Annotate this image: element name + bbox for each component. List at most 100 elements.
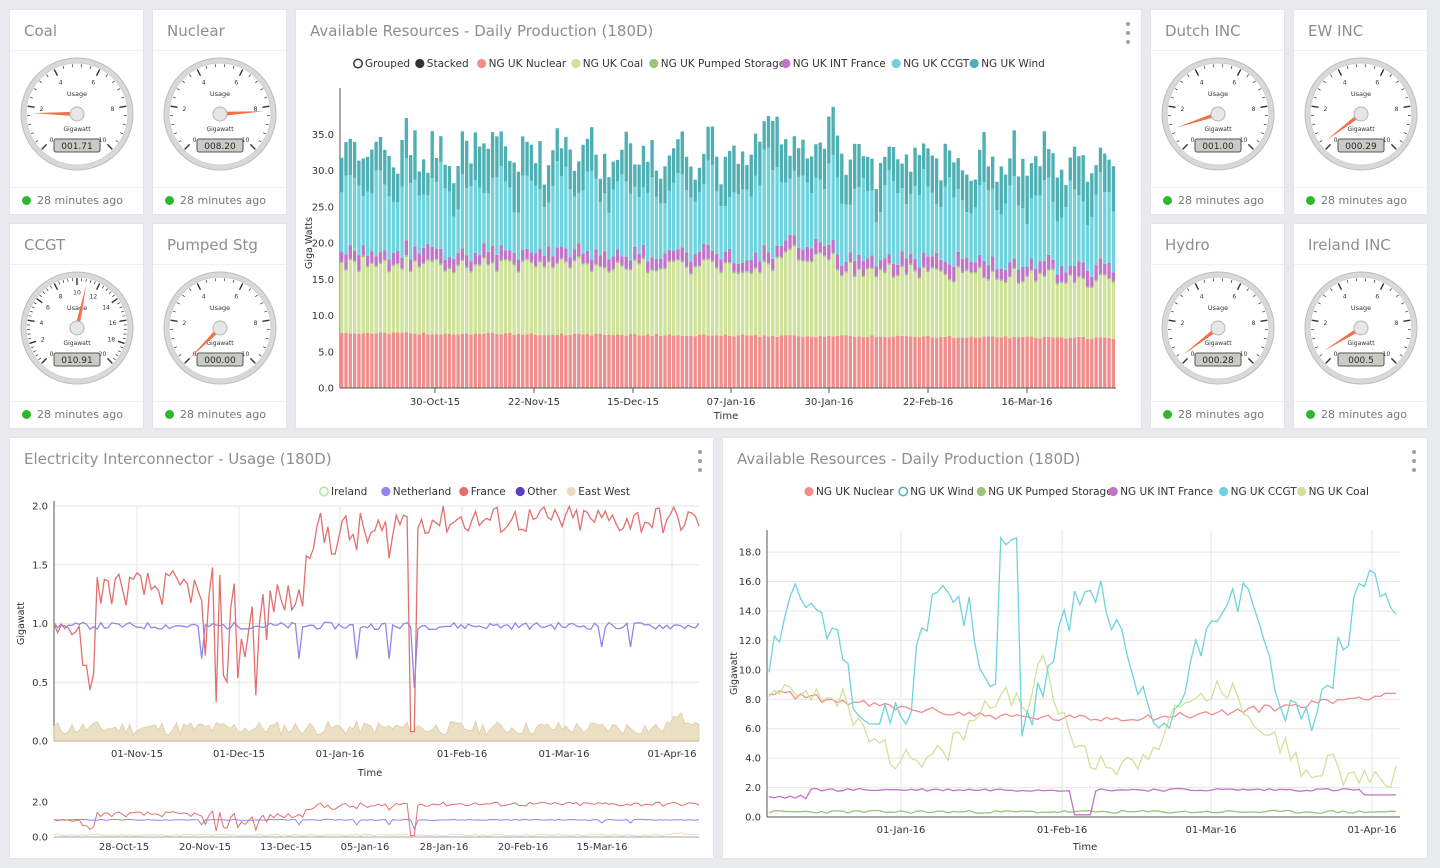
bar-ccgt xyxy=(512,212,516,253)
bar-coal xyxy=(853,277,857,338)
bar-pumped xyxy=(758,272,762,274)
bar-wind xyxy=(900,163,904,189)
panel-daily-production-lines: Available Resources - Daily Production (… xyxy=(723,438,1427,858)
bar-pumped xyxy=(607,271,611,273)
bar-wind xyxy=(430,131,434,179)
bar-wind xyxy=(482,143,486,194)
bar-ccgt xyxy=(878,212,883,261)
bar-pumped xyxy=(762,260,766,263)
legend-label: Ireland xyxy=(331,486,367,498)
gauge-tick xyxy=(265,337,269,340)
bar-france_int xyxy=(844,261,848,272)
bar-nuclear xyxy=(792,335,797,388)
bar-pumped xyxy=(529,261,534,264)
gauge-tick xyxy=(1263,123,1267,126)
gauge-tick xyxy=(1253,80,1256,84)
bar-nuclear xyxy=(827,335,831,388)
bar-ccgt xyxy=(973,207,978,263)
bar-france_int xyxy=(1072,265,1077,282)
bar-nuclear xyxy=(538,335,542,388)
gauge-tick xyxy=(112,80,115,84)
bar-pumped xyxy=(611,268,615,271)
bar-france_int xyxy=(728,248,732,263)
legend-label: Other xyxy=(527,486,557,498)
bar-france_int xyxy=(900,251,904,266)
bar-wind xyxy=(801,139,805,176)
x-tick-label: 01-Dec-15 xyxy=(213,749,265,760)
bar-coal xyxy=(999,281,1003,338)
bar-coal xyxy=(344,270,348,333)
legend-swatch xyxy=(649,58,659,69)
bar-nuclear xyxy=(999,337,1003,388)
bar-france_int xyxy=(473,252,477,265)
gauge-tick-label: 8 xyxy=(1395,106,1399,113)
bar-coal xyxy=(564,262,568,336)
bar-ccgt xyxy=(723,206,728,252)
bar-pumped xyxy=(646,271,650,274)
bar-france_int xyxy=(430,246,434,261)
panel-menu-icon[interactable] xyxy=(1411,450,1417,472)
bar-ccgt xyxy=(357,185,361,256)
bar-ccgt xyxy=(490,177,495,247)
gauge-needle xyxy=(1325,112,1363,141)
navigator-x-label: 15-Mar-16 xyxy=(577,842,628,853)
bar-ccgt xyxy=(1021,208,1025,268)
bar-wind xyxy=(693,179,697,202)
x-tick-label: 07-Jan-16 xyxy=(707,397,756,408)
gauge-tick xyxy=(118,350,121,353)
gauge-tick xyxy=(182,80,185,84)
gauge-tick xyxy=(29,96,33,99)
bar-ccgt xyxy=(581,190,585,254)
bar-coal xyxy=(809,262,814,337)
bar-france_int xyxy=(740,262,745,272)
navigator-east-west xyxy=(53,832,700,837)
bar-france_int xyxy=(779,245,784,257)
bar-france_int xyxy=(538,248,542,261)
bar-ccgt xyxy=(499,166,503,246)
bar-wind xyxy=(447,166,452,192)
bar-coal xyxy=(1016,283,1021,338)
bar-france_int xyxy=(421,247,426,263)
bar-nuclear xyxy=(396,332,400,388)
gauge-tick xyxy=(173,346,178,349)
bar-nuclear xyxy=(443,333,447,388)
bar-coal xyxy=(792,246,797,336)
panel-menu-icon[interactable] xyxy=(1125,22,1131,44)
gauge-tick-label: 2 xyxy=(1181,106,1185,113)
bar-ccgt xyxy=(792,170,797,236)
bar-coal xyxy=(1051,270,1055,338)
bar-pumped xyxy=(417,266,421,268)
bar-ccgt xyxy=(684,190,689,253)
bar-coal xyxy=(413,261,417,334)
series-pumped-storage xyxy=(768,809,1397,814)
gauge-tick xyxy=(1389,74,1392,78)
bar-coal xyxy=(1047,270,1051,337)
bar-coal xyxy=(417,267,421,335)
bar-nuclear xyxy=(853,337,857,388)
bar-wind xyxy=(779,144,784,183)
y-axis-label: Giga Watts xyxy=(304,217,315,269)
bar-pumped xyxy=(370,262,374,265)
divider xyxy=(1294,50,1427,51)
bar-pumped xyxy=(1012,267,1016,270)
panel-menu-icon[interactable] xyxy=(697,450,703,472)
bar-nuclear xyxy=(620,334,624,388)
bar-wind xyxy=(796,148,801,177)
bar-pumped xyxy=(641,257,646,260)
gauge-tick xyxy=(119,306,123,309)
bar-france_int xyxy=(525,248,529,259)
gauge-tick xyxy=(1182,357,1189,364)
bar-nuclear xyxy=(659,335,663,388)
gauge-status: 28 minutes ago xyxy=(153,187,286,214)
bar-ccgt xyxy=(417,195,421,254)
bar-ccgt xyxy=(822,189,827,247)
bar-france_int xyxy=(439,248,443,264)
bar-coal xyxy=(611,270,615,336)
bar-nuclear xyxy=(939,336,943,388)
bar-ccgt xyxy=(680,174,684,248)
bar-france_int xyxy=(809,248,814,262)
gauge-tick xyxy=(262,105,270,108)
gauge-tick-label: 8 xyxy=(1252,106,1256,113)
gauge-tick xyxy=(106,143,113,150)
bar-coal xyxy=(357,272,361,334)
